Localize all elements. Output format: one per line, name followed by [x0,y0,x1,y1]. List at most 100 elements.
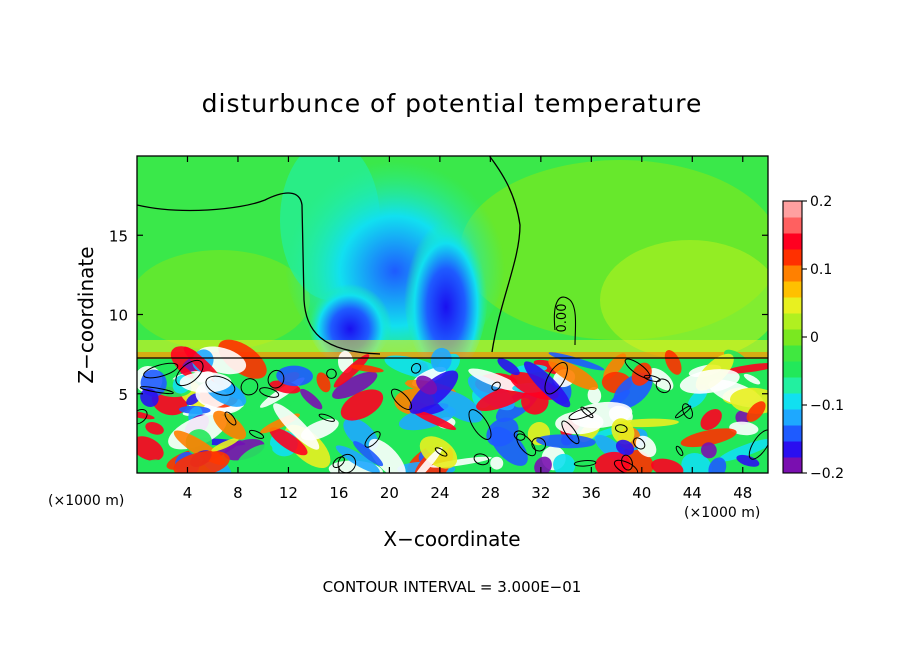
contour-line [573,459,597,467]
contour-line [259,387,280,398]
chart-title: disturbunce of potential temperature [202,89,703,118]
turbulent-streak [237,444,273,469]
turbulent-streak [615,439,635,456]
contour-line [468,409,492,440]
y-axis-label: Z−coordinate [74,246,98,383]
x-axis: 4 8 12 16 20 24 28 32 36 40 44 48 [183,156,752,502]
plot-area: 0.00 [137,156,768,473]
turbulent-streak [523,361,571,408]
turbulent-streak [536,434,596,449]
turbulent-streak [332,371,378,399]
colorbar-band [783,409,802,426]
contour-line [748,429,768,460]
contour-line [137,408,148,425]
x-unit-right: (×1000 m) [684,505,760,521]
turbulent-streak [416,375,438,395]
contour-line [318,413,335,422]
contour-line [332,456,345,469]
turbulent-streak [616,418,679,428]
turbulent-streak [548,358,599,391]
turbulent-streak [430,347,452,373]
colorbar [783,201,802,474]
turbulent-streak [213,410,247,440]
colorbar-band [783,249,802,266]
turbulent-streak [680,428,737,448]
turbulent-streak [300,388,323,410]
contour-line [364,431,381,448]
contour-line [624,358,651,379]
contour-line [621,454,633,471]
x-tick-label: 20 [380,484,399,502]
colorbar-ticks: 0.2 0.1 0 −0.1 −0.2 [802,194,844,482]
turbulent-streak [350,364,384,373]
x-tick-label: 32 [531,484,550,502]
turbulent-streak [316,372,331,393]
turbulent-streak [490,456,504,470]
turbulent-streak [497,358,520,376]
colorbar-band [783,345,802,362]
colorbar-band [783,313,802,330]
turbulent-streak [468,368,521,392]
x-tick-label: 28 [481,484,500,502]
turbulent-streak [723,362,768,374]
colorbar-tick-label: −0.2 [810,466,844,482]
colorbar-band [783,233,802,250]
contour-interval-note: CONTOUR INTERVAL = 3.000E−01 [323,578,582,596]
contour-line [491,381,501,391]
turbulent-streak [548,352,605,371]
turbulent-streak [736,454,760,467]
turbulent-streak [269,427,308,456]
contour-line [410,362,422,374]
contour-line [553,296,577,346]
turbulent-streak [555,411,604,435]
colorbar-tick-label: 0.2 [810,194,832,210]
contour-line [139,386,174,395]
turbulent-streak [635,435,657,458]
turbulent-streak [368,438,406,473]
contour-line [390,388,413,410]
turbulent-streak [708,457,727,473]
contour-line [633,437,646,450]
contour-line [205,375,236,396]
turbulent-streak [412,409,457,431]
x-tick-label: 16 [329,484,348,502]
x-tick-label: 48 [733,484,752,502]
colorbar-tick-label: 0.1 [810,262,832,278]
contour-line [655,378,671,394]
y-tick-label: 5 [118,386,128,404]
cold-plume-2 [404,205,488,375]
turbulent-streak [746,401,766,422]
x-tick-label: 36 [582,484,601,502]
turbulent-streak [603,353,627,380]
colorbar-band [783,361,802,378]
contour-line [675,445,684,456]
warm-region [137,250,310,350]
contour-line [248,429,265,439]
contour-line [267,369,285,389]
turbulent-streak [651,458,684,473]
contour-line [681,403,694,420]
turbulent-streak [490,426,528,466]
x-tick-label: 4 [183,484,193,502]
turbulent-streak [411,447,443,473]
turbulent-streak [679,369,740,394]
contour-line [224,411,237,426]
turbulent-streak [340,389,384,421]
contour-line [544,361,568,395]
turbulent-streak [353,441,384,467]
colorbar-tick-label: 0 [810,330,819,346]
contour-line [137,192,381,355]
contour-line [434,447,448,457]
turbulent-streak [664,350,682,375]
turbulent-streak [631,362,652,386]
y-tick-label: 15 [109,227,128,245]
colorbar-tick-label: −0.1 [810,398,844,414]
x-tick-label: 40 [632,484,651,502]
contour-line [326,368,337,379]
colorbar-band [783,425,802,442]
contour-line [580,406,594,419]
turbulent-streak [735,410,750,425]
contour-line [240,378,259,396]
colorbar-band [783,441,802,458]
contour-line [473,453,490,466]
